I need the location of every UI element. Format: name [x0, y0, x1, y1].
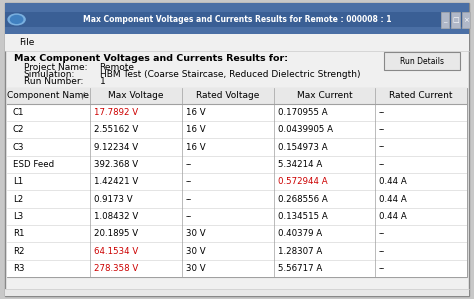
- FancyBboxPatch shape: [7, 104, 467, 121]
- Text: 0.9173 V: 0.9173 V: [94, 195, 132, 204]
- FancyBboxPatch shape: [462, 12, 470, 28]
- Text: Max Component Voltages and Currents Results for:: Max Component Voltages and Currents Resu…: [14, 54, 288, 63]
- Text: --: --: [186, 160, 192, 169]
- Text: ×: ×: [463, 17, 469, 23]
- Text: 16 V: 16 V: [186, 125, 205, 134]
- Text: C1: C1: [13, 108, 24, 117]
- Text: Run Details: Run Details: [400, 57, 444, 66]
- FancyBboxPatch shape: [7, 190, 467, 208]
- Text: /: /: [82, 91, 85, 100]
- Text: Run Number:: Run Number:: [24, 77, 83, 86]
- Text: 5.56717 A: 5.56717 A: [278, 264, 322, 273]
- FancyBboxPatch shape: [441, 12, 449, 28]
- Text: R3: R3: [13, 264, 24, 273]
- FancyBboxPatch shape: [7, 138, 467, 156]
- FancyBboxPatch shape: [5, 12, 469, 27]
- Text: --: --: [186, 177, 192, 186]
- Text: --: --: [186, 195, 192, 204]
- Text: □: □: [452, 17, 459, 23]
- Text: Rated Current: Rated Current: [389, 91, 453, 100]
- Text: 0.40379 A: 0.40379 A: [278, 229, 322, 238]
- Text: 278.358 V: 278.358 V: [94, 264, 138, 273]
- Text: L1: L1: [13, 177, 23, 186]
- Text: --: --: [379, 229, 385, 238]
- Text: 0.44 A: 0.44 A: [379, 212, 407, 221]
- Text: 30 V: 30 V: [186, 229, 205, 238]
- Text: R1: R1: [13, 229, 24, 238]
- FancyBboxPatch shape: [7, 173, 467, 190]
- Text: 0.170955 A: 0.170955 A: [278, 108, 327, 117]
- Text: --: --: [379, 143, 385, 152]
- Text: Component Name: Component Name: [8, 91, 90, 100]
- Text: 0.572944 A: 0.572944 A: [278, 177, 327, 186]
- FancyBboxPatch shape: [5, 34, 469, 51]
- Text: 5.34214 A: 5.34214 A: [278, 160, 322, 169]
- FancyBboxPatch shape: [7, 88, 467, 277]
- Text: Remote: Remote: [100, 63, 135, 72]
- Text: ESD Feed: ESD Feed: [13, 160, 54, 169]
- Text: Rated Voltage: Rated Voltage: [196, 91, 259, 100]
- Text: Simulation:: Simulation:: [24, 70, 75, 79]
- FancyBboxPatch shape: [7, 208, 467, 225]
- Text: _: _: [443, 17, 447, 23]
- Text: HBM Test (Coarse Staircase, Reduced Dielectric Strength): HBM Test (Coarse Staircase, Reduced Diel…: [100, 70, 360, 79]
- Text: 20.1895 V: 20.1895 V: [94, 229, 138, 238]
- Text: 1.28307 A: 1.28307 A: [278, 247, 322, 256]
- FancyBboxPatch shape: [7, 225, 467, 242]
- FancyBboxPatch shape: [7, 260, 467, 277]
- Circle shape: [10, 16, 23, 23]
- Text: 0.0439905 A: 0.0439905 A: [278, 125, 333, 134]
- FancyBboxPatch shape: [7, 88, 467, 104]
- Text: 0.44 A: 0.44 A: [379, 195, 407, 204]
- Text: 30 V: 30 V: [186, 247, 205, 256]
- Text: 0.44 A: 0.44 A: [379, 177, 407, 186]
- Text: 16 V: 16 V: [186, 108, 205, 117]
- Text: Project Name:: Project Name:: [24, 63, 87, 72]
- Text: 16 V: 16 V: [186, 143, 205, 152]
- Text: R2: R2: [13, 247, 24, 256]
- Text: Max Voltage: Max Voltage: [108, 91, 164, 100]
- Text: L2: L2: [13, 195, 23, 204]
- Text: 1.08432 V: 1.08432 V: [94, 212, 138, 221]
- FancyBboxPatch shape: [384, 52, 460, 70]
- Text: --: --: [186, 212, 192, 221]
- FancyBboxPatch shape: [7, 121, 467, 138]
- Text: C3: C3: [13, 143, 24, 152]
- Text: 2.55162 V: 2.55162 V: [94, 125, 138, 134]
- Text: 0.268556 A: 0.268556 A: [278, 195, 328, 204]
- Text: 17.7892 V: 17.7892 V: [94, 108, 138, 117]
- Text: --: --: [379, 125, 385, 134]
- Text: L3: L3: [13, 212, 23, 221]
- Text: 9.12234 V: 9.12234 V: [94, 143, 138, 152]
- Text: 0.134515 A: 0.134515 A: [278, 212, 328, 221]
- Text: --: --: [379, 160, 385, 169]
- Text: 30 V: 30 V: [186, 264, 205, 273]
- Circle shape: [8, 14, 25, 25]
- Text: --: --: [379, 247, 385, 256]
- FancyBboxPatch shape: [5, 289, 469, 296]
- Text: --: --: [379, 108, 385, 117]
- FancyBboxPatch shape: [451, 12, 460, 28]
- FancyBboxPatch shape: [7, 156, 467, 173]
- FancyBboxPatch shape: [5, 3, 469, 36]
- Text: 392.368 V: 392.368 V: [94, 160, 138, 169]
- Text: C2: C2: [13, 125, 24, 134]
- Text: File: File: [19, 38, 34, 47]
- Text: 64.1534 V: 64.1534 V: [94, 247, 138, 256]
- Text: Max Current: Max Current: [297, 91, 352, 100]
- Text: Max Component Voltages and Currents Results for Remote : 000008 : 1: Max Component Voltages and Currents Resu…: [83, 15, 391, 24]
- Text: --: --: [379, 264, 385, 273]
- FancyBboxPatch shape: [7, 242, 467, 260]
- Text: 0.154973 A: 0.154973 A: [278, 143, 327, 152]
- Text: 1: 1: [100, 77, 105, 86]
- Text: 1.42421 V: 1.42421 V: [94, 177, 138, 186]
- FancyBboxPatch shape: [5, 3, 469, 296]
